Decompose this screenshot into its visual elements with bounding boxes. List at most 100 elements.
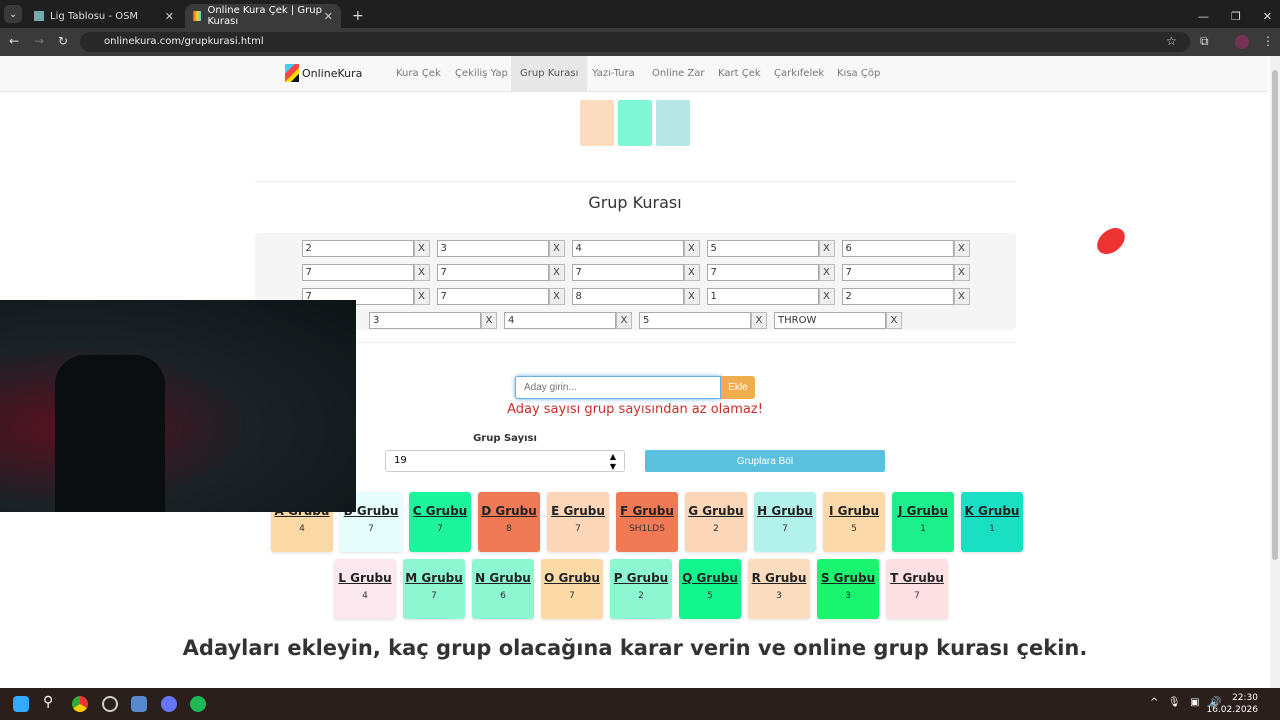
group-name: D Grubu [481,504,537,518]
chrome-icon[interactable] [72,696,88,712]
reload-icon[interactable]: ↻ [58,34,69,48]
remove-entry-button[interactable]: X [413,288,430,305]
app-icon[interactable] [131,696,147,712]
start-icon[interactable] [13,696,29,712]
entry-input[interactable]: 7 [301,264,414,281]
entry-input[interactable]: 4 [571,240,684,257]
group-members: 2 [638,591,644,601]
bookmark-star-icon[interactable]: ☆ [1166,34,1177,48]
extensions-icon[interactable]: ⧉ [1200,34,1209,48]
remove-entry-button[interactable]: X [413,240,430,257]
remove-entry-button[interactable]: X [886,312,902,329]
error-message: Aday sayısı grup sayısından az olamaz! [507,402,763,417]
entry-input[interactable]: 6 [841,240,954,257]
group-members: 5 [851,524,857,534]
group-card: N Grubu 6 [472,559,534,619]
split-groups-button[interactable]: Gruplara Böl [645,450,885,472]
clock[interactable]: 22:30 16.02.2026 [1206,693,1258,715]
entry-input[interactable]: 7 [571,264,684,281]
entries-panel: 2 X 3 X 4 X 5 X 6 X 7 X 7 X 7 X 7 X 7 X 7 X 7 X 8 X 1 X 2 X 3 X 4 X 5 X THRO… [255,233,1016,330]
app-icon[interactable] [102,696,118,712]
favicon-icon [193,11,202,21]
menu-icon[interactable]: ⋮ [1262,34,1274,48]
entry-input[interactable]: 5 [639,312,751,329]
back-icon[interactable]: ← [9,34,20,48]
spotify-icon[interactable] [190,696,206,712]
remove-entry-button[interactable]: X [548,288,565,305]
group-card: L Grubu 4 [334,559,396,619]
remove-entry-button[interactable]: X [548,240,565,257]
remove-entry-button[interactable]: X [953,240,970,257]
remove-entry-button[interactable]: X [481,312,497,329]
remove-entry-button[interactable]: X [683,264,700,281]
group-card: M Grubu 7 [403,559,465,619]
new-tab-button[interactable]: + [352,8,364,24]
group-name: F Grubu [620,504,674,518]
remove-entry-button[interactable]: X [413,264,430,281]
group-count-select[interactable]: 19 ▲ ▼ [385,450,625,472]
nav-item[interactable]: Çekiliş Yap [455,68,508,79]
divider [255,342,1016,343]
entry-input[interactable]: 8 [571,288,684,305]
group-members: 8 [506,524,512,534]
group-card: H Grubu 7 [754,492,816,552]
group-name: K Grubu [964,504,1020,518]
discord-icon[interactable] [161,696,177,712]
remove-entry-button[interactable]: X [616,312,632,329]
window-controls[interactable]: — ❐ ✕ [1198,9,1273,23]
entry-input[interactable]: THROW [774,312,886,329]
remove-entry-button[interactable]: X [751,312,767,329]
group-count-label: Grup Sayısı [473,433,537,444]
remove-entry-button[interactable]: X [683,240,700,257]
address-bar[interactable]: onlinekura.com/grupkurasi.html [80,32,1190,52]
site-logo[interactable]: OnlineKura [285,64,362,82]
entry-input[interactable]: 3 [369,312,481,329]
profile-avatar[interactable] [1235,35,1249,49]
nav-item[interactable]: Online Zar [652,68,705,79]
candidate-input[interactable] [515,376,721,399]
tray-icons[interactable]: ^ 🎙 ▣ 🔊 [1150,697,1222,708]
add-button[interactable]: Ekle [721,376,755,399]
tab-lig-tablosu[interactable]: Lig Tablosu - OSM ✕ [26,4,182,28]
group-card: I Grubu 5 [823,492,885,552]
close-tab-icon[interactable]: ✕ [164,9,174,23]
entry-input[interactable]: 5 [706,240,819,257]
entry-input[interactable]: 2 [301,240,414,257]
remove-entry-button[interactable]: X [818,288,835,305]
group-name: H Grubu [757,504,813,518]
entry-input[interactable]: 1 [706,288,819,305]
close-tab-icon[interactable]: ✕ [323,9,333,23]
nav-item[interactable]: Yazı-Tura [592,68,635,79]
search-icon[interactable]: ⚲ [43,694,54,710]
group-members: 1 [989,524,995,534]
tab-search-button[interactable]: ⌄ [4,5,22,23]
entry-input[interactable]: 7 [706,264,819,281]
remove-entry-button[interactable]: X [818,240,835,257]
entry-input[interactable]: 2 [841,288,954,305]
nav-item[interactable]: Çarkıfelek [774,68,825,79]
remove-entry-button[interactable]: X [953,264,970,281]
entry-input[interactable]: 7 [436,264,549,281]
remove-entry-button[interactable]: X [548,264,565,281]
remove-entry-button[interactable]: X [683,288,700,305]
entry-input[interactable]: 3 [436,240,549,257]
entry-input[interactable]: 7 [436,288,549,305]
nav-item[interactable]: Kura Çek [396,68,441,79]
forward-icon[interactable]: → [34,34,45,48]
remove-entry-button[interactable]: X [818,264,835,281]
entry-input[interactable]: 7 [841,264,954,281]
tab-grup-kurasi[interactable]: Online Kura Çek | Grup Kurası ✕ [185,4,341,28]
scrollbar-thumb[interactable] [1272,70,1278,560]
page-title: Grup Kurası [588,193,682,212]
group-members: 5 [707,591,713,601]
nav-item[interactable]: Kısa Çöp [837,68,881,79]
nav-item[interactable]: Kart Çek [718,68,761,79]
nav-item[interactable]: Grup Kurası [511,56,588,91]
entry-input[interactable]: 4 [504,312,616,329]
group-name: R Grubu [751,571,807,585]
remove-entry-button[interactable]: X [953,288,970,305]
group-card: F Grubu SH1LDS [616,492,678,552]
